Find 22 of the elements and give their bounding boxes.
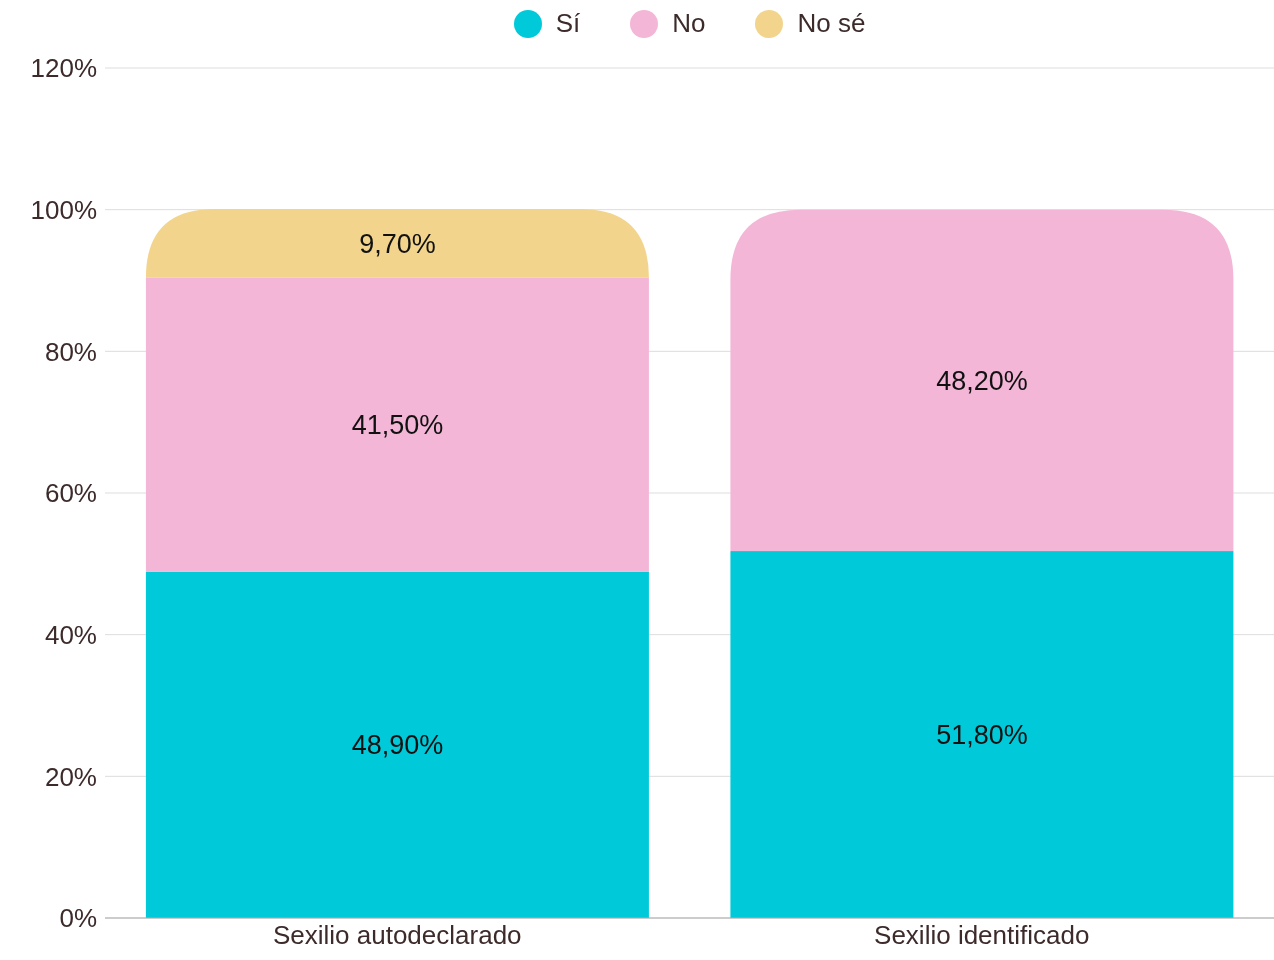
data-label: 48,20% (936, 365, 1028, 396)
bar (145, 208, 649, 278)
legend-label: No sé (797, 8, 866, 39)
y-tick-label: 80% (44, 336, 97, 367)
x-tick-label: Sexilio identificado (874, 920, 1090, 951)
legend-label: No (672, 8, 706, 39)
legend-label: Sí (555, 8, 581, 39)
bar (730, 551, 1234, 918)
y-tick-label: 40% (44, 619, 97, 650)
y-tick-label: 120% (30, 53, 97, 84)
x-tick-label: Sexilio autodeclarado (272, 920, 522, 951)
data-label: 51,80% (936, 720, 1028, 751)
data-label: 9,70% (359, 228, 436, 259)
bar (145, 277, 649, 572)
bar (730, 209, 1234, 552)
bar (145, 571, 649, 918)
y-tick-label: 20% (44, 761, 97, 792)
data-label: 48,90% (351, 730, 444, 761)
y-tick-label: 100% (30, 194, 97, 225)
y-tick-label: 60% (44, 478, 97, 509)
data-label: 41,50% (351, 410, 444, 441)
y-tick-label: 0% (59, 903, 97, 934)
